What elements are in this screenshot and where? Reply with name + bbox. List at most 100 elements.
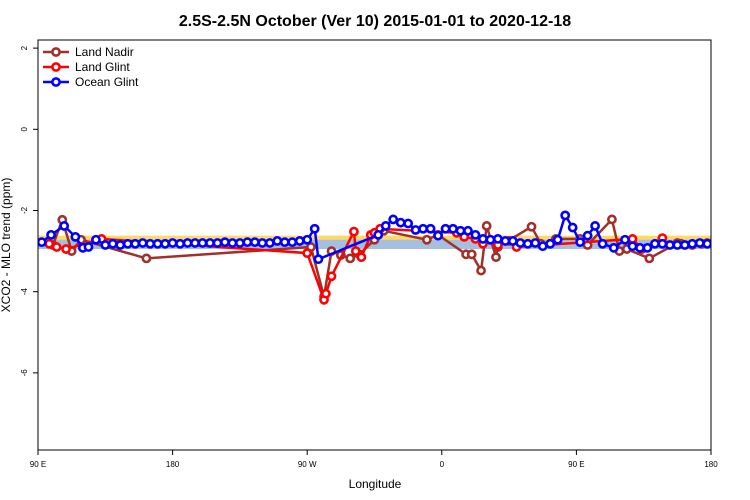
series-2-point bbox=[100, 240, 111, 250]
series-2-point bbox=[160, 238, 171, 249]
series-2-point bbox=[463, 225, 473, 236]
series-2-point bbox=[130, 238, 141, 249]
series-2-point bbox=[313, 254, 324, 265]
series-2-point bbox=[242, 237, 253, 248]
series-0-point bbox=[491, 252, 501, 263]
series-0-point bbox=[466, 249, 477, 260]
series-2-point bbox=[38, 237, 47, 248]
series-1-point bbox=[61, 244, 71, 254]
legend-label: Ocean Glint bbox=[75, 75, 139, 89]
series-2-point bbox=[627, 241, 638, 252]
series-2-point bbox=[719, 240, 726, 247]
series-2-point bbox=[272, 236, 283, 246]
y-tick-label: -4 bbox=[20, 288, 29, 296]
series-0-point bbox=[481, 221, 492, 231]
legend-label: Land Nadir bbox=[75, 45, 134, 59]
series-1-point bbox=[320, 288, 331, 299]
legend-swatch-marker bbox=[51, 77, 61, 87]
series-2-point bbox=[455, 225, 466, 236]
x-tick-label: 90 E bbox=[568, 460, 584, 469]
x-tick-label: 0 bbox=[440, 460, 445, 469]
series-2-point bbox=[687, 238, 698, 249]
series-2-point bbox=[167, 238, 178, 248]
series-2-point bbox=[470, 229, 481, 240]
series-2-point bbox=[545, 238, 556, 249]
series-0-point bbox=[345, 253, 356, 264]
y-tick-label: 2 bbox=[20, 45, 29, 50]
series-2-point bbox=[309, 223, 320, 234]
series-2-point bbox=[418, 223, 429, 234]
series-1-point bbox=[349, 226, 359, 237]
series-0-point bbox=[476, 265, 486, 276]
series-2-point bbox=[152, 238, 163, 249]
series-2-point bbox=[537, 241, 548, 252]
series-2-point bbox=[279, 237, 290, 248]
series-2-point bbox=[197, 238, 208, 248]
y-tick-label: -2 bbox=[20, 206, 29, 214]
series-1-point bbox=[326, 271, 337, 282]
series-2-point bbox=[182, 238, 193, 248]
series-2-point bbox=[137, 238, 148, 248]
y-tick-label: 0 bbox=[20, 127, 29, 132]
series-2-point bbox=[620, 234, 630, 245]
series-2-point bbox=[485, 234, 496, 245]
series-2-point bbox=[440, 223, 451, 234]
series-0-point bbox=[421, 234, 432, 245]
series-2-point bbox=[220, 237, 230, 248]
series-2-point bbox=[190, 238, 200, 248]
series-2-point bbox=[552, 234, 563, 245]
series-2-point bbox=[694, 238, 705, 248]
series-1-point bbox=[350, 246, 361, 256]
series-2-point bbox=[205, 238, 215, 248]
series-2-point bbox=[679, 240, 690, 250]
series-2-point bbox=[403, 218, 414, 229]
series-0-point bbox=[526, 221, 537, 232]
series-2-point bbox=[597, 238, 608, 249]
series-2-point bbox=[560, 210, 571, 221]
series-2-point bbox=[530, 238, 541, 248]
series-2-point bbox=[642, 242, 653, 253]
series-2 bbox=[38, 210, 726, 265]
x-tick-label: 180 bbox=[704, 460, 718, 469]
series-2-point bbox=[515, 238, 526, 248]
series-2-point bbox=[575, 237, 586, 248]
series-2-point bbox=[709, 241, 711, 249]
series-1-point bbox=[302, 248, 313, 259]
series-2-point bbox=[294, 236, 305, 246]
x-axis-label: Longitude bbox=[349, 477, 402, 491]
series-2-point bbox=[373, 229, 384, 240]
series-1-point bbox=[356, 252, 367, 263]
series-0-point bbox=[607, 214, 617, 225]
series-layer bbox=[38, 210, 726, 305]
series-2-point bbox=[70, 231, 81, 242]
series-2-point bbox=[433, 230, 443, 241]
series-2-point bbox=[635, 242, 645, 253]
y-tick-label: -6 bbox=[20, 369, 29, 377]
series-2-point bbox=[287, 237, 298, 248]
legend-item: Land Nadir bbox=[43, 45, 134, 59]
x-tick-label: 90 W bbox=[298, 460, 317, 469]
x-tick-label: 180 bbox=[166, 460, 180, 469]
legend-label: Land Glint bbox=[75, 60, 130, 74]
series-2-point bbox=[657, 238, 668, 249]
series-2-point bbox=[582, 230, 593, 241]
series-2-point bbox=[122, 238, 133, 249]
series-2-point bbox=[145, 238, 156, 249]
series-2-point bbox=[234, 238, 245, 248]
series-2-point bbox=[227, 238, 238, 248]
series-2-point bbox=[46, 229, 56, 240]
series-2-point bbox=[59, 221, 70, 231]
series-0-point bbox=[644, 253, 655, 264]
series-2-point bbox=[500, 236, 511, 246]
series-2-point bbox=[388, 214, 399, 225]
series-2-point bbox=[302, 234, 313, 245]
series-2-point bbox=[249, 237, 260, 248]
series-2-point bbox=[507, 236, 518, 246]
series-2-point bbox=[395, 217, 406, 228]
series-2-point bbox=[492, 234, 503, 244]
series-2-point bbox=[264, 238, 275, 248]
legend-item: Ocean Glint bbox=[43, 75, 139, 89]
series-2-point bbox=[478, 234, 488, 244]
series-2-point bbox=[212, 238, 223, 248]
